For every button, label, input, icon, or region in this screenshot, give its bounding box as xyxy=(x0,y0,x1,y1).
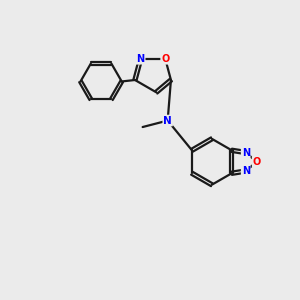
Text: N: N xyxy=(242,148,250,158)
Text: N: N xyxy=(136,54,145,64)
Text: N: N xyxy=(163,116,172,126)
Text: N: N xyxy=(242,166,250,176)
Text: O: O xyxy=(161,54,170,64)
Text: O: O xyxy=(253,157,261,167)
